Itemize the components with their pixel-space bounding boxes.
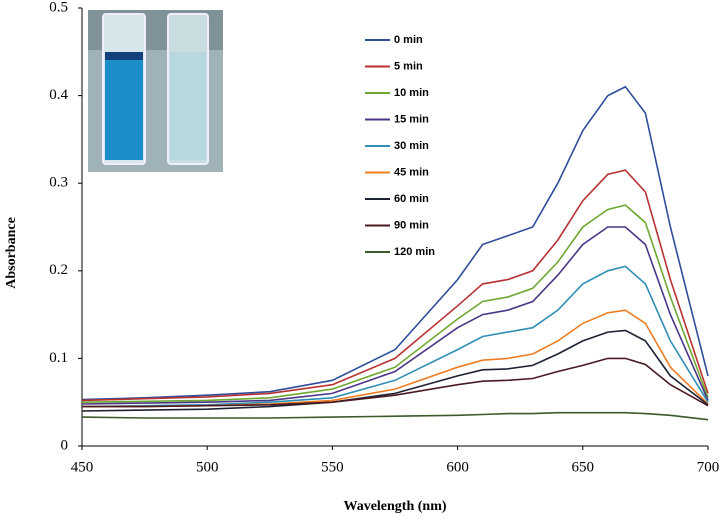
series-line: [82, 357, 709, 408]
x-tick-label: 550: [321, 459, 344, 475]
x-tick-label: 600: [446, 459, 469, 475]
legend-label: 120 min: [394, 246, 435, 258]
series-line: [81, 329, 709, 412]
legend-label: 15 min: [394, 113, 429, 125]
y-axis-title: Absorbance: [4, 217, 19, 289]
series-line: [81, 226, 709, 405]
y-tick-label: 0.2: [49, 262, 68, 278]
legend-label: 10 min: [394, 87, 429, 99]
legend-label: 0 min: [394, 34, 423, 46]
legend-label: 30 min: [394, 140, 429, 152]
x-tick-label: 500: [196, 459, 219, 475]
series-line: [81, 265, 709, 408]
legend-label: 90 min: [394, 219, 429, 231]
y-tick-label: 0.4: [49, 87, 68, 103]
x-tick-label: 700: [697, 459, 720, 475]
x-tick-label: 450: [71, 459, 94, 475]
series-line: [81, 204, 709, 403]
legend-label: 5 min: [394, 60, 423, 72]
series-line: [81, 169, 709, 402]
legend-label: 60 min: [394, 193, 429, 205]
legend-label: 45 min: [394, 166, 429, 178]
y-tick-label: 0.1: [49, 350, 68, 366]
series-line: [81, 85, 709, 401]
y-tick-label: 0: [61, 437, 69, 453]
x-axis-title: Wavelength (nm): [343, 499, 446, 514]
x-tick-label: 650: [572, 459, 595, 475]
inset-photo: [88, 10, 223, 172]
y-tick-label: 0.5: [49, 0, 68, 15]
y-tick-label: 0.3: [49, 175, 68, 191]
series-line: [81, 411, 709, 421]
